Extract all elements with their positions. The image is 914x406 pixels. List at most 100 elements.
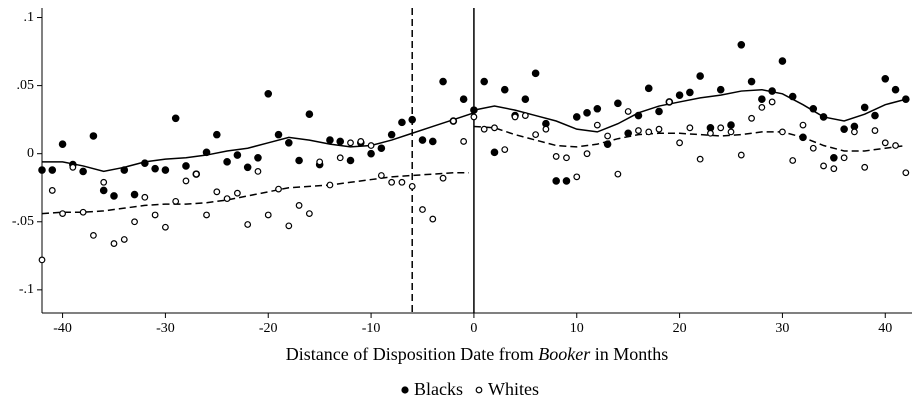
point (398, 118, 406, 127)
point (676, 139, 683, 147)
point (727, 121, 735, 129)
point (367, 149, 375, 158)
point (747, 77, 756, 86)
point (604, 132, 612, 140)
point (172, 197, 180, 205)
point (778, 57, 787, 65)
point (500, 85, 509, 94)
point (192, 170, 200, 178)
point (316, 158, 324, 166)
point (151, 211, 159, 219)
point (326, 181, 334, 189)
point (758, 103, 766, 111)
point (840, 125, 848, 133)
point (141, 159, 149, 168)
point (459, 95, 468, 104)
point (573, 173, 581, 181)
x-tick-label: -20 (259, 321, 278, 336)
point (274, 130, 283, 139)
point (737, 40, 746, 49)
point (645, 128, 653, 136)
point (254, 153, 262, 162)
point (675, 91, 684, 99)
point (295, 156, 303, 165)
point (871, 127, 879, 134)
point (716, 85, 725, 94)
x-axis-label-part: Booker (538, 344, 591, 364)
point (243, 163, 252, 172)
point (346, 156, 355, 165)
point (69, 163, 77, 171)
point (244, 221, 252, 228)
point (614, 99, 622, 108)
point (511, 113, 519, 121)
point (408, 182, 416, 190)
x-axis-label-part: Distance of Disposition Date from (286, 344, 538, 364)
y-tick-label: .1 (24, 10, 35, 25)
point (696, 155, 704, 163)
point (419, 206, 426, 213)
point (79, 208, 87, 216)
point (100, 178, 108, 186)
point (748, 114, 755, 122)
point (851, 128, 858, 136)
point (460, 138, 468, 145)
point (655, 107, 663, 116)
point (202, 148, 211, 157)
point (110, 240, 118, 247)
point (521, 112, 529, 119)
point (789, 157, 797, 164)
point (367, 142, 375, 149)
point (820, 162, 827, 170)
point (480, 77, 488, 86)
point (563, 154, 570, 162)
point (665, 98, 673, 106)
fit-line (41, 172, 469, 215)
point (480, 125, 488, 133)
point (799, 133, 807, 142)
point (182, 177, 190, 185)
point (89, 132, 98, 140)
x-axis-label-part: in Months (590, 344, 668, 364)
point (203, 211, 210, 219)
point (131, 218, 138, 226)
point (614, 170, 622, 178)
point (624, 129, 632, 138)
x-tick-label: -10 (362, 321, 381, 336)
point (305, 210, 313, 218)
point (470, 106, 478, 114)
point (48, 187, 56, 194)
point (881, 139, 889, 147)
point (130, 190, 139, 199)
point (470, 113, 478, 121)
point (819, 113, 828, 121)
point (655, 125, 663, 133)
point (902, 169, 910, 177)
point (892, 142, 899, 149)
point (583, 109, 591, 117)
point (635, 127, 642, 134)
x-tick-label: 0 (470, 321, 477, 336)
x-tick-label: 20 (673, 321, 687, 336)
point (223, 195, 231, 203)
point (768, 98, 776, 106)
point (902, 95, 910, 104)
point (213, 188, 221, 196)
point (881, 75, 890, 83)
x-tick-label: -40 (53, 321, 72, 336)
point (295, 202, 303, 209)
point (336, 137, 345, 146)
point (429, 215, 437, 223)
point (377, 144, 386, 153)
point (38, 166, 46, 174)
point (830, 153, 838, 162)
legend-marker (401, 386, 409, 394)
point (439, 174, 447, 182)
point (501, 146, 509, 154)
point (233, 151, 242, 159)
point (264, 89, 273, 98)
legend-label: Whites (488, 379, 539, 399)
point (768, 87, 776, 95)
